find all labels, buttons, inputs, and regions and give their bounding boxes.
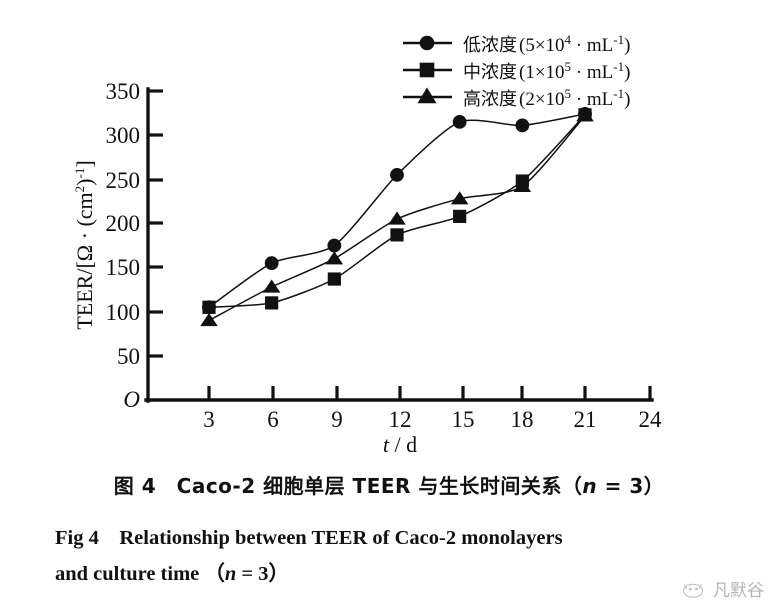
legend-high-open: (2×10 (519, 89, 565, 110)
caption-cn-eq: = 3） (597, 474, 665, 498)
legend-low-mid: · mL (571, 35, 613, 56)
legend-label-high-cjk: 高浓度 (463, 89, 517, 110)
legend-entry-mid[interactable]: 中浓度 (1×105 · mL-1) (403, 59, 630, 83)
x-tick-label-3: 3 (203, 407, 215, 432)
circle-marker-icon (327, 238, 342, 253)
legend-entry-low[interactable]: 低浓度 (5×104 · mL-1) (403, 32, 630, 56)
series-square (202, 108, 592, 314)
watermark: 凡默谷 (680, 576, 764, 601)
legend-mid-exp: 5 (565, 59, 572, 74)
legend: 低浓度 (5×104 · mL-1) 中浓度 (1×105 · mL-1) 高浓… (403, 32, 630, 110)
x-tick-label-24: 24 (639, 407, 663, 432)
caption-en-n: n (224, 563, 237, 585)
triangle-marker-icon (576, 108, 594, 122)
legend-label-low: (5×104 · mL-1) (519, 32, 630, 56)
y-tick-label-150: 150 (106, 255, 141, 280)
chart-svg: 350 300 250 200 150 100 50 O TEER/[Ω · (… (72, 32, 663, 457)
y-tick-label-350: 350 (106, 79, 141, 104)
legend-low-close: ) (624, 35, 630, 56)
x-tick-label-9: 9 (331, 407, 343, 432)
legend-mid-exp2: -1 (613, 59, 624, 74)
legend-low-exp: 4 (565, 32, 572, 47)
legend-mid-mid: · mL (571, 62, 613, 83)
legend-label-low-cjk: 低浓度 (463, 35, 517, 56)
y-title-sup: 2 (72, 186, 87, 193)
legend-high-exp: 5 (565, 86, 572, 101)
triangle-marker-icon (388, 211, 406, 225)
x-tick-label-12: 12 (389, 407, 412, 432)
square-marker-icon (453, 209, 467, 223)
circle-marker-icon (515, 118, 530, 133)
circle-marker-icon (390, 167, 404, 182)
origin-label: O (123, 387, 140, 412)
y-axis-title: TEER/[Ω · (cm2)-1] (72, 160, 97, 329)
caption-en-label: Fig 4 (55, 527, 99, 549)
series-line-circle (208, 113, 586, 308)
plot-series-layer (200, 107, 594, 327)
legend-label-mid-cjk: 中浓度 (463, 62, 517, 83)
series-circle (202, 107, 592, 315)
square-marker-icon (265, 296, 279, 310)
x-title-italic: t (383, 432, 390, 457)
y-title-suffix: ] (72, 160, 97, 167)
x-tick-label-15: 15 (452, 407, 475, 432)
caption-chinese: 图 4 Caco-2 细胞单层 TEER 与生长时间关系（n = 3） (0, 470, 778, 499)
series-line-square (208, 114, 586, 309)
legend-mid-close: ) (624, 62, 630, 83)
caption-english: Fig 4 Relationship between TEER of Caco-… (55, 520, 755, 592)
x-title-rest: / d (389, 432, 417, 457)
triangle-marker-icon (325, 251, 344, 265)
triangle-marker-icon (450, 191, 469, 205)
square-marker-icon (327, 272, 341, 286)
legend-high-mid: · mL (571, 89, 613, 110)
square-marker-icon (390, 228, 404, 242)
legend-low-exp2: -1 (613, 32, 624, 47)
legend-label-high: (2×105 · mL-1) (519, 86, 630, 110)
legend-mid-open: (1×10 (519, 62, 565, 83)
cat-logo-icon (682, 583, 704, 598)
legend-low-open: (5×10 (519, 35, 565, 56)
caption-cn-label: 图 4 (113, 474, 157, 498)
svg-text:TEER/[Ω · (cm2)-1]: TEER/[Ω · (cm2)-1] (72, 160, 97, 329)
circle-marker-icon (419, 35, 435, 51)
y-title-mid: ) (72, 179, 97, 186)
legend-high-exp2: -1 (613, 86, 624, 101)
caption-en-line1: Relationship between TEER of Caco-2 mono… (119, 527, 563, 549)
y-tick-label-50: 50 (117, 344, 140, 369)
caption-cn-n: n (582, 474, 598, 498)
triangle-marker-icon (513, 178, 532, 192)
y-tick-label-300: 300 (106, 123, 141, 148)
series-triangle (200, 108, 594, 327)
caption-cn-text: Caco-2 细胞单层 TEER 与生长时间关系（ (176, 474, 583, 498)
circle-marker-icon (452, 115, 467, 129)
triangle-marker-icon (262, 279, 281, 293)
triangle-marker-icon (200, 313, 218, 327)
triangle-marker-icon (417, 87, 437, 104)
caption-en-line2-post: = 3） (236, 563, 289, 585)
square-marker-icon (419, 62, 435, 78)
square-marker-icon (202, 300, 216, 314)
y-tick-label-100: 100 (106, 300, 141, 325)
x-tick-label-21: 21 (574, 407, 597, 432)
legend-label-mid: (1×105 · mL-1) (519, 59, 630, 83)
x-tick-label-6: 6 (267, 407, 279, 432)
caption-en-line2-pre: and culture time （ (55, 563, 225, 585)
x-tick-label-18: 18 (511, 407, 534, 432)
legend-entry-high[interactable]: 高浓度 (2×105 · mL-1) (403, 86, 630, 110)
y-title-sup2: -1 (72, 168, 87, 179)
watermark-text: 凡默谷 (713, 581, 764, 601)
legend-high-close: ) (624, 89, 630, 110)
x-axis-title: t / d (383, 432, 417, 457)
y-tick-label-200: 200 (106, 211, 141, 236)
circle-marker-icon (264, 256, 279, 271)
figure-chart: 350 300 250 200 150 100 50 O TEER/[Ω · (… (72, 32, 663, 457)
x-axis: 3 6 9 12 15 18 21 24 t / d (144, 386, 663, 457)
y-tick-label-250: 250 (106, 168, 141, 193)
y-title-prefix: TEER/[Ω · (cm (72, 192, 97, 329)
y-axis: 350 300 250 200 150 100 50 O TEER/[Ω · (… (72, 79, 163, 412)
